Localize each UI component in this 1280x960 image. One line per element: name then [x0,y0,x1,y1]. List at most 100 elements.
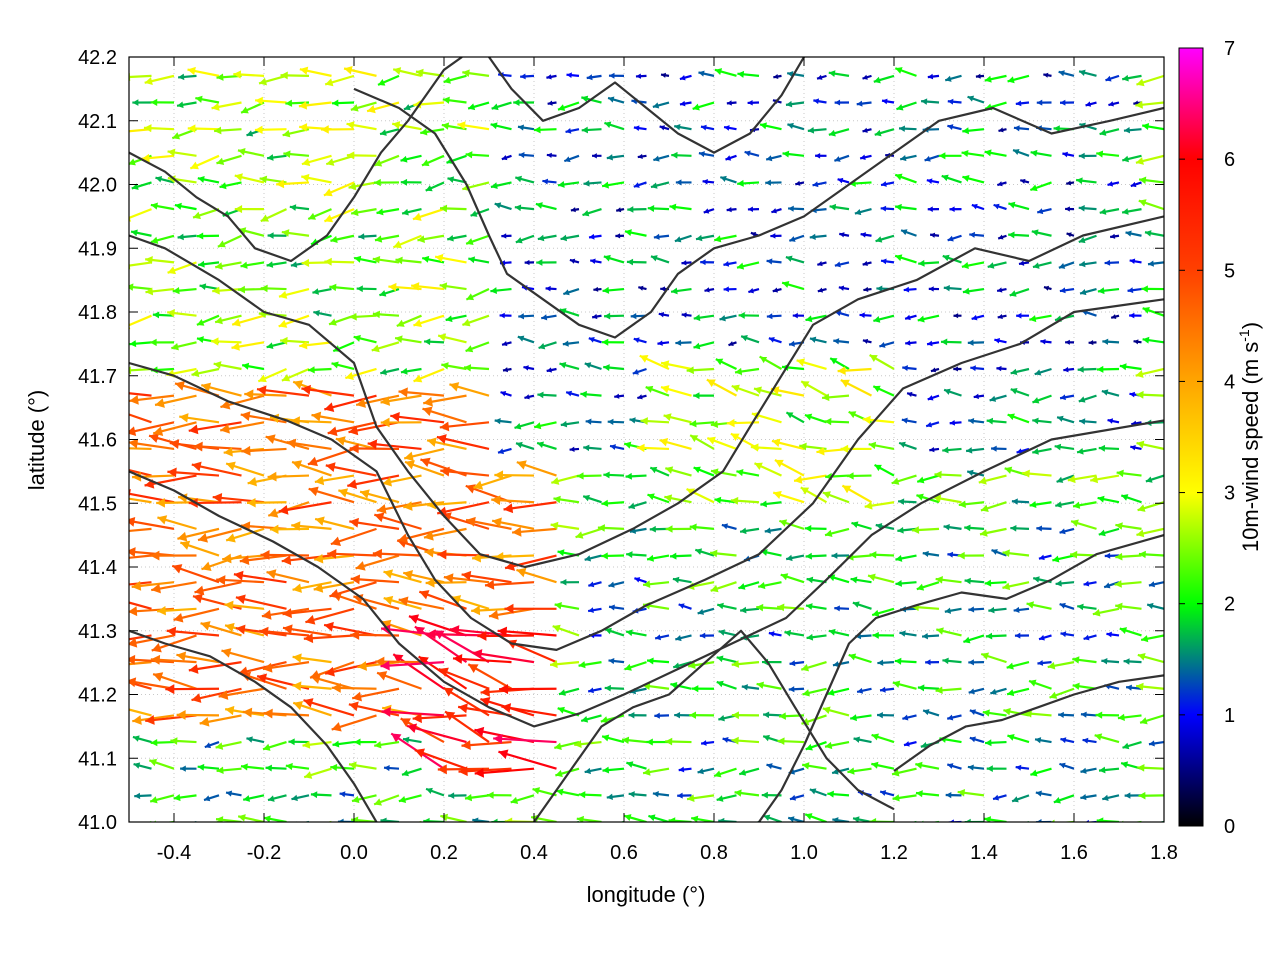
wind-vector [852,601,872,610]
wind-vector [941,174,962,184]
wind-vector [499,684,557,695]
wind-vector [1034,737,1052,744]
wind-vector [1032,417,1052,425]
wind-vector [1062,151,1075,158]
wind-vector [841,484,873,504]
wind-vector [524,259,535,266]
wind-vector [324,74,355,87]
wind-vector [1136,440,1164,451]
wind-vector [714,496,737,504]
wind-vector [805,314,827,323]
wind-vector [809,233,827,241]
wind-vector [129,283,152,291]
wind-vector [1065,339,1075,345]
wind-vector [129,497,152,504]
wind-vector [800,486,828,504]
wind-vector [628,711,647,719]
wind-vector [877,711,895,719]
wind-vector [774,459,805,477]
wind-vector [256,385,310,397]
wind-vector [129,708,152,717]
wind-vector [129,422,130,424]
wind-vector [494,417,512,425]
wind-vector [1088,340,1097,346]
y-tick-label: 42.2 [78,47,117,69]
wind-vector [346,151,377,160]
y-tick-label: 41.9 [78,238,117,260]
wind-vector [996,287,1007,293]
wind-vector [802,687,827,697]
wind-vector [642,580,670,588]
wind-vector [637,394,647,400]
wind-vector [659,125,670,131]
wind-vector [726,206,737,213]
colorbar-tick-label: 3 [1224,483,1235,505]
wind-vector [973,393,985,400]
wind-vector [723,125,737,131]
wind-vector [538,341,557,350]
wind-vector [961,261,985,270]
wind-vector [129,554,130,556]
wind-vector [129,438,175,451]
wind-vector [313,310,332,317]
wind-vector [569,258,580,264]
wind-vector [716,680,737,690]
wind-vector [874,128,895,137]
wind-vector [303,767,332,779]
wind-vector [944,74,962,82]
wind-vector [129,554,152,559]
wind-vector [782,150,805,158]
wind-vector [840,444,872,454]
wind-vector [719,175,737,184]
wind-vector [934,470,962,479]
wind-vector [403,447,445,462]
wind-vector [967,339,985,346]
wind-vector [491,517,535,530]
wind-vector [1144,230,1164,237]
wind-vector [1136,74,1164,87]
wind-vector [821,393,850,402]
wind-vector [1029,314,1052,323]
wind-vector [1115,552,1142,561]
wind-vector [772,287,782,293]
wind-vector [311,411,355,424]
wind-vector [421,154,445,167]
wind-vector [962,127,985,135]
wind-vector [179,540,220,557]
wind-vector [1138,176,1164,184]
wind-vector [793,474,827,484]
wind-vector [515,441,535,450]
wind-vector [880,258,895,265]
wind-vector [1002,549,1030,558]
wind-vector [625,472,647,480]
wind-vector [904,314,917,321]
wind-vector [501,340,512,347]
wind-vector [674,234,692,243]
wind-vector [217,234,242,248]
wind-vector [323,621,377,637]
wind-vector [837,177,850,184]
wind-vector [828,128,850,137]
wind-vector [905,340,917,346]
wind-vector [626,551,647,558]
wind-vector [380,660,445,671]
wind-vector [804,413,827,424]
wind-vector [514,421,535,430]
wind-vector [824,417,850,426]
wind-vector [968,606,985,613]
wind-vector [731,660,760,668]
wind-vector [225,461,265,477]
wind-vector [307,447,355,467]
wind-vector [1135,100,1164,109]
wind-vector [349,312,377,321]
wind-vector [376,208,400,216]
wind-vector [376,501,422,514]
wind-vector [671,151,692,159]
wind-vector [997,313,1007,320]
wind-vector [961,149,985,158]
wind-vector [129,661,152,666]
wind-vector [330,527,377,546]
wind-vector [1059,527,1075,535]
wind-vector [424,338,445,346]
wind-vector [592,153,602,159]
